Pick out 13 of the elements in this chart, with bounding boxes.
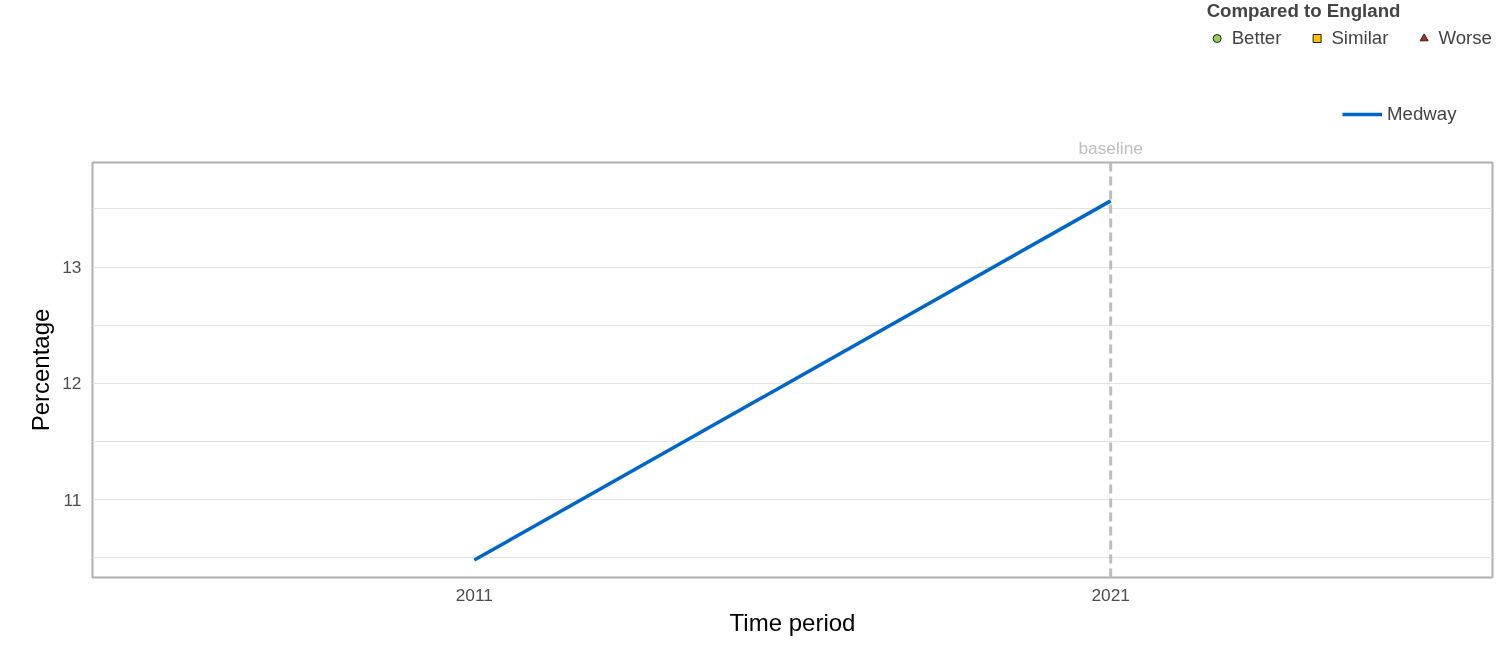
x-tick-label: 2021 xyxy=(1091,584,1130,605)
y-tick-label: 12 xyxy=(62,373,82,394)
x-axis-title: Time period xyxy=(729,608,856,636)
y-axis-title: Percentage xyxy=(27,308,55,432)
legend-label: Better xyxy=(1231,27,1282,49)
ref-line-label: baseline xyxy=(1078,137,1143,158)
legend-label: Worse xyxy=(1438,27,1492,49)
legend-label: Similar xyxy=(1331,27,1389,49)
x-tick-label: 2011 xyxy=(455,584,493,605)
y-tick-label: 13 xyxy=(62,257,82,278)
legend-label: Medway xyxy=(1387,103,1457,125)
legend-title: Compared to England xyxy=(1206,0,1402,22)
y-tick-label: 11 xyxy=(63,489,82,510)
